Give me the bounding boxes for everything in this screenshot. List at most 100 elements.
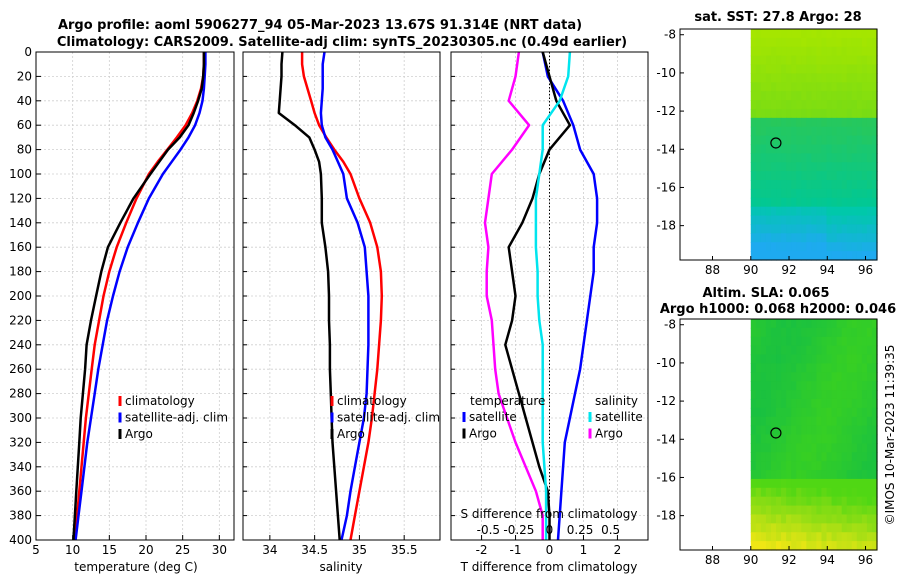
map-cell <box>861 215 868 226</box>
x-tick-label: 88 <box>705 553 720 567</box>
map-cell <box>791 153 797 163</box>
map-cell <box>765 327 772 338</box>
map-cell <box>846 144 853 154</box>
map-cell <box>755 73 762 83</box>
map-cell <box>861 91 868 101</box>
map-cell <box>856 197 863 208</box>
map-cell <box>866 496 873 507</box>
map-cell <box>861 425 868 436</box>
map-cell <box>816 470 823 480</box>
map-cell <box>831 180 838 190</box>
map-cell <box>871 514 878 524</box>
map-cell <box>866 523 873 533</box>
map-cell <box>871 487 878 498</box>
map-cell <box>856 46 863 57</box>
map-cell <box>770 319 777 329</box>
map-cell <box>765 319 772 329</box>
legend-label: Argo <box>337 427 365 441</box>
map-cell <box>806 153 812 163</box>
map-cell <box>866 452 873 462</box>
map-cell <box>770 541 777 551</box>
map-cell <box>796 242 802 252</box>
map-cell <box>866 91 873 101</box>
map-cell <box>801 541 807 551</box>
map-cell <box>826 215 833 226</box>
map-cell <box>786 171 792 181</box>
map-cell <box>770 443 777 453</box>
map-cell <box>796 532 802 542</box>
map-cell <box>861 434 868 444</box>
map-cell <box>851 354 858 365</box>
y-tick-label: -18 <box>656 219 676 233</box>
map-cell <box>851 443 858 453</box>
map-cell <box>765 470 772 480</box>
map-cell <box>801 135 807 146</box>
map-cell <box>776 487 782 498</box>
map-cell <box>791 91 797 101</box>
map-cell <box>791 82 797 92</box>
map-cell <box>791 505 797 516</box>
map-cell <box>866 319 873 329</box>
map-cell <box>841 425 848 436</box>
series-line <box>300 52 384 541</box>
map-cell <box>791 144 797 154</box>
map-cell <box>826 363 833 373</box>
map-cell <box>791 363 797 373</box>
map-cell <box>791 496 797 507</box>
map-cell <box>816 197 823 208</box>
map-cell <box>791 73 797 83</box>
map-cell <box>791 135 797 146</box>
map-cell <box>765 162 772 172</box>
map-cell <box>776 425 782 436</box>
map-cell <box>781 188 787 199</box>
map-cell <box>806 390 812 400</box>
map-cell <box>776 381 782 391</box>
map-cell <box>826 487 833 498</box>
map-cell <box>750 363 757 373</box>
map-cell <box>826 425 833 436</box>
map-cell <box>806 188 812 199</box>
map-cell <box>846 37 853 48</box>
map-cell <box>765 478 772 489</box>
map-cell <box>770 82 777 92</box>
map-cell <box>801 434 807 444</box>
map-cell <box>760 345 767 356</box>
map-cell <box>816 425 823 436</box>
map-cell <box>841 144 848 154</box>
map-cell <box>856 224 863 234</box>
map-cell <box>836 532 843 542</box>
map-cell <box>801 108 807 119</box>
map-cell <box>765 541 772 551</box>
map-cell <box>851 425 858 436</box>
map-cell <box>861 55 868 66</box>
map-cell <box>831 135 838 146</box>
map-cell <box>851 171 858 181</box>
map-cell <box>811 496 818 507</box>
map-cell <box>760 416 767 427</box>
map-cell <box>770 336 777 347</box>
map-cell <box>755 478 762 489</box>
map-cell <box>796 29 802 39</box>
map-cell <box>841 390 848 400</box>
map-cell <box>851 505 858 516</box>
map-cell <box>871 242 878 252</box>
temperature-xlabel: temperature (deg C) <box>74 560 197 574</box>
map-cell <box>871 206 878 217</box>
map-cell <box>760 108 767 119</box>
map-cell <box>765 100 772 110</box>
map-cell <box>770 55 777 66</box>
map-cell <box>770 206 777 217</box>
map-cell <box>861 407 868 418</box>
map-cell <box>831 319 838 329</box>
map-cell <box>776 345 782 356</box>
map-cell <box>831 233 838 243</box>
map-cell <box>770 108 777 119</box>
map-cell <box>841 398 848 409</box>
map-cell <box>826 251 833 261</box>
map-cell <box>806 336 812 347</box>
map-cell <box>806 171 812 181</box>
map-cell <box>811 206 818 217</box>
map-cell <box>846 407 853 418</box>
map-cell <box>806 135 812 146</box>
map-cell <box>765 425 772 436</box>
